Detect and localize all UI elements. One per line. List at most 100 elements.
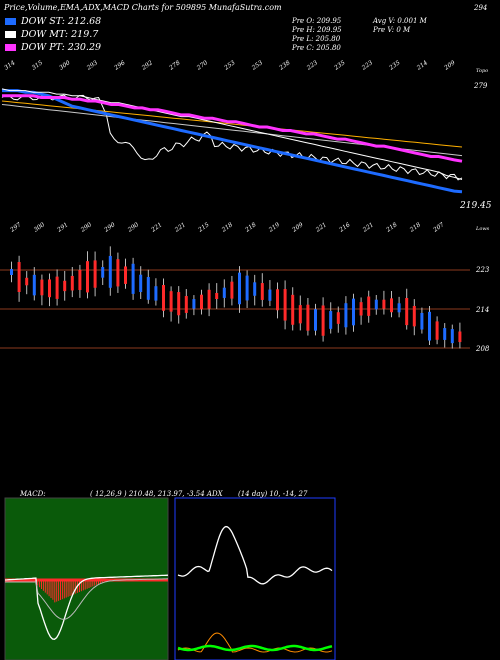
candle-body	[200, 294, 203, 310]
lower-top-number: 291	[55, 221, 69, 234]
upper-top-number: 235	[332, 59, 346, 72]
legend-pt-swatch	[4, 43, 17, 52]
level-label-214: 214	[476, 306, 490, 314]
candle-body	[93, 260, 97, 288]
series-dow-mt	[1, 88, 463, 180]
candle-body	[458, 331, 462, 343]
upper-top-number: 238	[277, 59, 291, 72]
right-label-last: 219.45	[460, 201, 492, 211]
candle-body	[428, 311, 431, 341]
adx-values: (14 day) 10, -14, 27	[238, 490, 308, 498]
candle-body	[192, 299, 196, 309]
legend-mt-label: DOW MT: 219.7	[21, 29, 99, 40]
candle-body	[268, 289, 272, 301]
upper-top-number: 296	[112, 59, 126, 72]
upper-top-number: 300	[58, 59, 72, 71]
lower-top-number: 218	[408, 221, 422, 234]
series-dow-pt	[2, 94, 463, 163]
candle-body	[222, 287, 226, 298]
candle-body	[443, 328, 447, 340]
candle-body	[412, 305, 416, 327]
ohlc-open: Pre O: 209.95	[292, 17, 342, 25]
candle-body	[238, 272, 241, 305]
legend-pt: DOW PT: 230.29	[4, 41, 101, 54]
lower-top-number: 221	[314, 221, 328, 234]
candle-body	[63, 280, 67, 292]
candle-body	[344, 303, 348, 328]
candle-body	[253, 282, 257, 296]
candle-body	[260, 283, 264, 300]
candle-body	[230, 281, 234, 299]
upper-top-number: 253	[222, 59, 236, 72]
candle-body	[10, 269, 13, 275]
candle-body	[78, 269, 82, 291]
upper-top-number: 223	[305, 59, 319, 72]
candle-body	[25, 277, 29, 286]
candle-body	[450, 329, 454, 344]
candle-body	[336, 312, 340, 324]
upper-top-number: 278	[167, 59, 181, 72]
right-label-279: 279	[474, 82, 488, 90]
series-dow-st	[2, 89, 463, 194]
legend-pt-label: DOW PT: 230.29	[21, 42, 102, 53]
lower-top-number: 215	[196, 221, 210, 234]
lower-top-number: 290	[79, 221, 93, 234]
legend-st-label: DOW ST: 212.68	[21, 16, 102, 27]
candle-body	[367, 296, 371, 316]
candle-body	[146, 277, 150, 300]
candle-body	[184, 296, 188, 313]
candle-body	[291, 294, 295, 325]
lower-top-number: 218	[384, 221, 398, 234]
candle-body	[329, 311, 333, 329]
legend-mt-swatch	[4, 30, 17, 39]
lower-top-number: 219	[267, 221, 281, 234]
candle-body	[321, 305, 325, 336]
upper-top-number: 253	[250, 59, 264, 72]
lower-top-number: 221	[361, 221, 375, 234]
candle-body	[101, 267, 105, 278]
candle-body	[139, 274, 143, 293]
right-label-topo: Topo	[476, 68, 489, 74]
candle-body	[420, 312, 424, 330]
candle-body	[359, 302, 363, 316]
upper-top-number: 315	[31, 59, 45, 71]
ohlc-close: Pre C: 205.80	[292, 44, 341, 52]
candle-body	[86, 261, 89, 293]
candle-body	[32, 274, 36, 296]
candle-body	[405, 297, 409, 326]
candle-body	[108, 255, 112, 288]
candle-body	[382, 299, 386, 309]
lower-top-number: 297	[8, 221, 22, 234]
lower-top-number: 207	[431, 221, 445, 234]
macd-values: ( 12,26,9 ) 210.48, 213.97, -3.54 ADX	[90, 490, 223, 498]
candle-body	[435, 321, 439, 340]
candle-body	[397, 303, 401, 313]
lower-top-number: 290	[102, 221, 116, 234]
candle-body	[374, 299, 378, 310]
right-label-lows: Lows	[476, 226, 490, 232]
candle-body	[162, 284, 165, 311]
candle-body	[314, 309, 317, 331]
ohlc-high: Pre H: 209.95	[292, 26, 342, 34]
upper-top-number: 223	[360, 59, 374, 72]
macd-label: MACD:	[20, 490, 46, 498]
candle-body	[207, 289, 211, 309]
lower-top-number: 221	[149, 221, 163, 234]
candle-body	[40, 279, 44, 296]
upper-top-number: 235	[387, 59, 401, 72]
candle-body	[352, 298, 355, 326]
macd-line	[4, 574, 169, 640]
upper-top-number: 270	[195, 59, 209, 72]
avg-volume: Avg V: 0.001 M	[373, 17, 427, 25]
candle-body	[390, 298, 393, 313]
upper-top-number: 293	[85, 59, 99, 72]
legend-mt: DOW MT: 219.7	[4, 28, 98, 41]
candle-body	[215, 292, 219, 300]
level-label-208: 208	[476, 345, 490, 353]
candle-body	[17, 262, 21, 292]
candle-body	[154, 286, 158, 301]
upper-top-number: 292	[140, 59, 154, 72]
ohlc-low: Pre L: 205.80	[292, 35, 341, 43]
candle-body	[177, 292, 181, 316]
